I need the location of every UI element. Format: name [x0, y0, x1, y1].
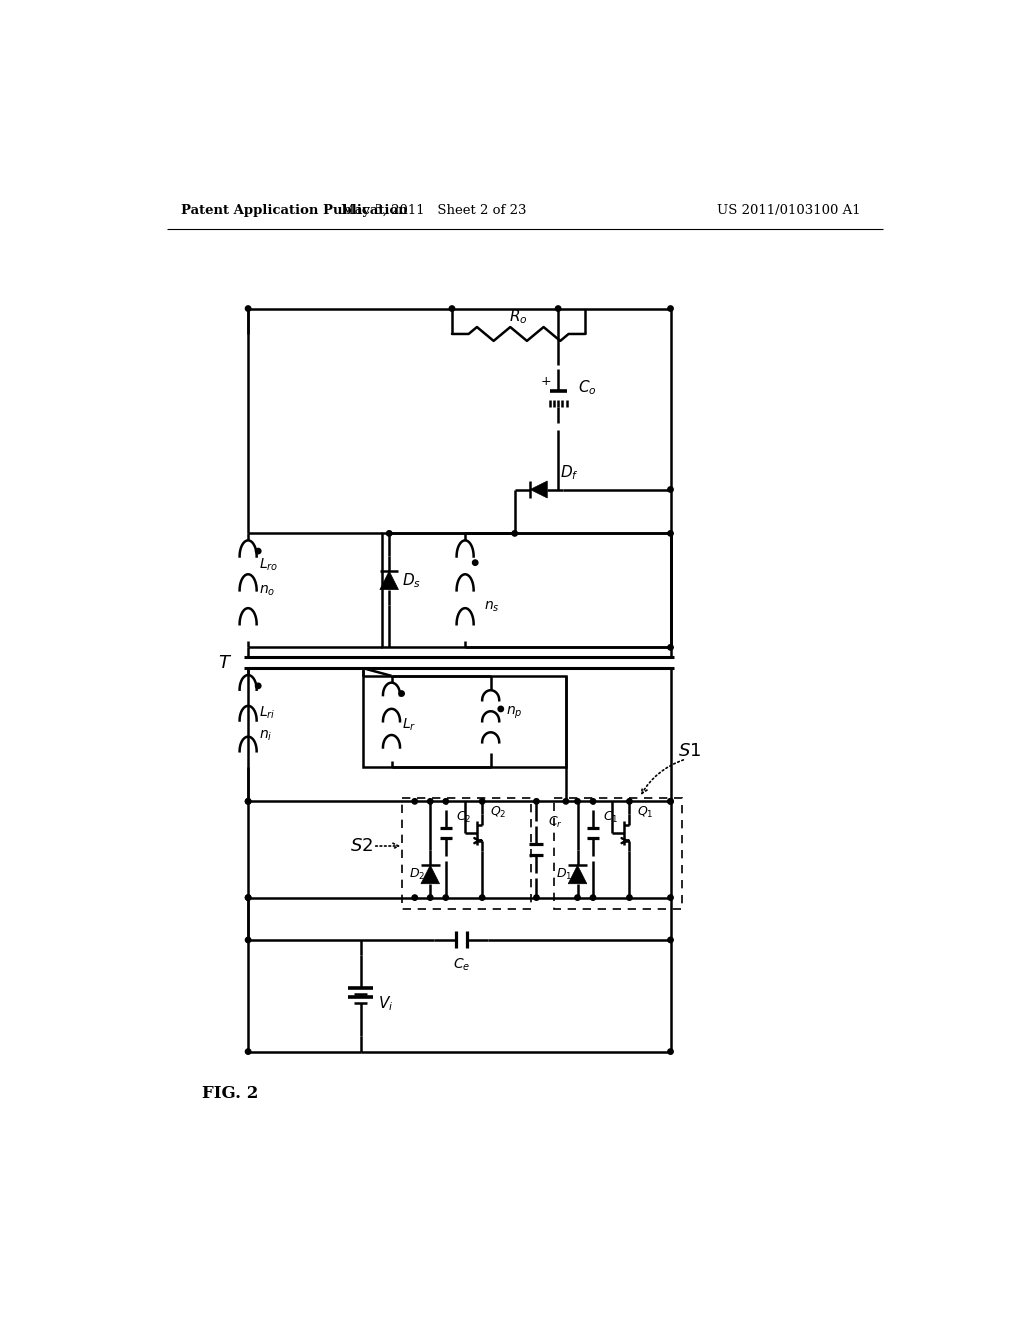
- Text: $C_o$: $C_o$: [578, 379, 596, 397]
- Circle shape: [498, 706, 504, 711]
- Circle shape: [574, 799, 581, 804]
- Circle shape: [668, 306, 673, 312]
- Circle shape: [668, 799, 673, 804]
- Circle shape: [443, 895, 449, 900]
- Circle shape: [443, 799, 449, 804]
- Circle shape: [534, 799, 540, 804]
- Polygon shape: [568, 866, 587, 884]
- Text: $C_e$: $C_e$: [453, 957, 470, 973]
- Text: $V_i$: $V_i$: [378, 994, 393, 1012]
- Text: $n_s$: $n_s$: [484, 599, 500, 614]
- Circle shape: [512, 531, 517, 536]
- Bar: [362, 676, 566, 767]
- Text: $n_p$: $n_p$: [506, 705, 522, 721]
- Circle shape: [479, 799, 485, 804]
- Circle shape: [590, 895, 596, 900]
- Circle shape: [412, 799, 418, 804]
- Bar: [382, 533, 671, 647]
- Text: $S1$: $S1$: [678, 742, 701, 760]
- Circle shape: [428, 799, 433, 804]
- Circle shape: [668, 1049, 673, 1055]
- Circle shape: [563, 799, 568, 804]
- Text: $C_r$: $C_r$: [548, 816, 563, 830]
- Circle shape: [472, 560, 478, 565]
- Text: $R_o$: $R_o$: [509, 308, 528, 326]
- Circle shape: [246, 937, 251, 942]
- Circle shape: [627, 799, 632, 804]
- Circle shape: [246, 306, 251, 312]
- Text: $L_r$: $L_r$: [402, 717, 417, 734]
- Circle shape: [246, 799, 251, 804]
- Text: $D_2$: $D_2$: [409, 867, 425, 882]
- Polygon shape: [380, 572, 398, 590]
- Text: Patent Application Publication: Patent Application Publication: [180, 205, 408, 218]
- Text: $Q_1$: $Q_1$: [637, 805, 653, 821]
- Circle shape: [255, 684, 261, 689]
- Circle shape: [246, 895, 251, 900]
- Circle shape: [590, 799, 596, 804]
- Circle shape: [627, 895, 632, 900]
- Circle shape: [412, 895, 418, 900]
- Circle shape: [399, 690, 404, 696]
- Text: $Q_2$: $Q_2$: [489, 805, 507, 821]
- Text: +: +: [541, 375, 551, 388]
- Circle shape: [555, 306, 561, 312]
- Polygon shape: [530, 480, 547, 498]
- Circle shape: [668, 531, 673, 536]
- Circle shape: [668, 644, 673, 649]
- Text: FIG. 2: FIG. 2: [202, 1085, 258, 1102]
- Polygon shape: [421, 866, 439, 884]
- Text: $S2$: $S2$: [349, 837, 373, 855]
- Circle shape: [428, 895, 433, 900]
- Text: $C_1$: $C_1$: [603, 810, 618, 825]
- FancyArrowPatch shape: [622, 838, 629, 843]
- Circle shape: [386, 531, 392, 536]
- Text: $L_{ri}$: $L_{ri}$: [259, 705, 275, 721]
- Circle shape: [534, 895, 540, 900]
- Text: May 5, 2011   Sheet 2 of 23: May 5, 2011 Sheet 2 of 23: [341, 205, 527, 218]
- Text: $n_o$: $n_o$: [259, 583, 275, 598]
- Text: US 2011/0103100 A1: US 2011/0103100 A1: [717, 205, 860, 218]
- Text: $D_s$: $D_s$: [401, 572, 421, 590]
- Circle shape: [668, 895, 673, 900]
- Circle shape: [668, 937, 673, 942]
- Circle shape: [450, 306, 455, 312]
- Circle shape: [479, 895, 485, 900]
- Text: $D_f$: $D_f$: [560, 463, 580, 482]
- Circle shape: [668, 487, 673, 492]
- Text: $T$: $T$: [218, 653, 232, 672]
- Text: $L_{ro}$: $L_{ro}$: [259, 557, 279, 573]
- FancyArrowPatch shape: [474, 838, 481, 843]
- Bar: [554, 797, 682, 909]
- Circle shape: [246, 895, 251, 900]
- Bar: [401, 797, 531, 909]
- Circle shape: [668, 799, 673, 804]
- Circle shape: [246, 799, 251, 804]
- Circle shape: [574, 895, 581, 900]
- Text: $D_1$: $D_1$: [556, 867, 572, 882]
- Circle shape: [255, 548, 261, 554]
- Text: $n_i$: $n_i$: [259, 729, 272, 743]
- Text: $C_2$: $C_2$: [456, 810, 471, 825]
- Circle shape: [246, 1049, 251, 1055]
